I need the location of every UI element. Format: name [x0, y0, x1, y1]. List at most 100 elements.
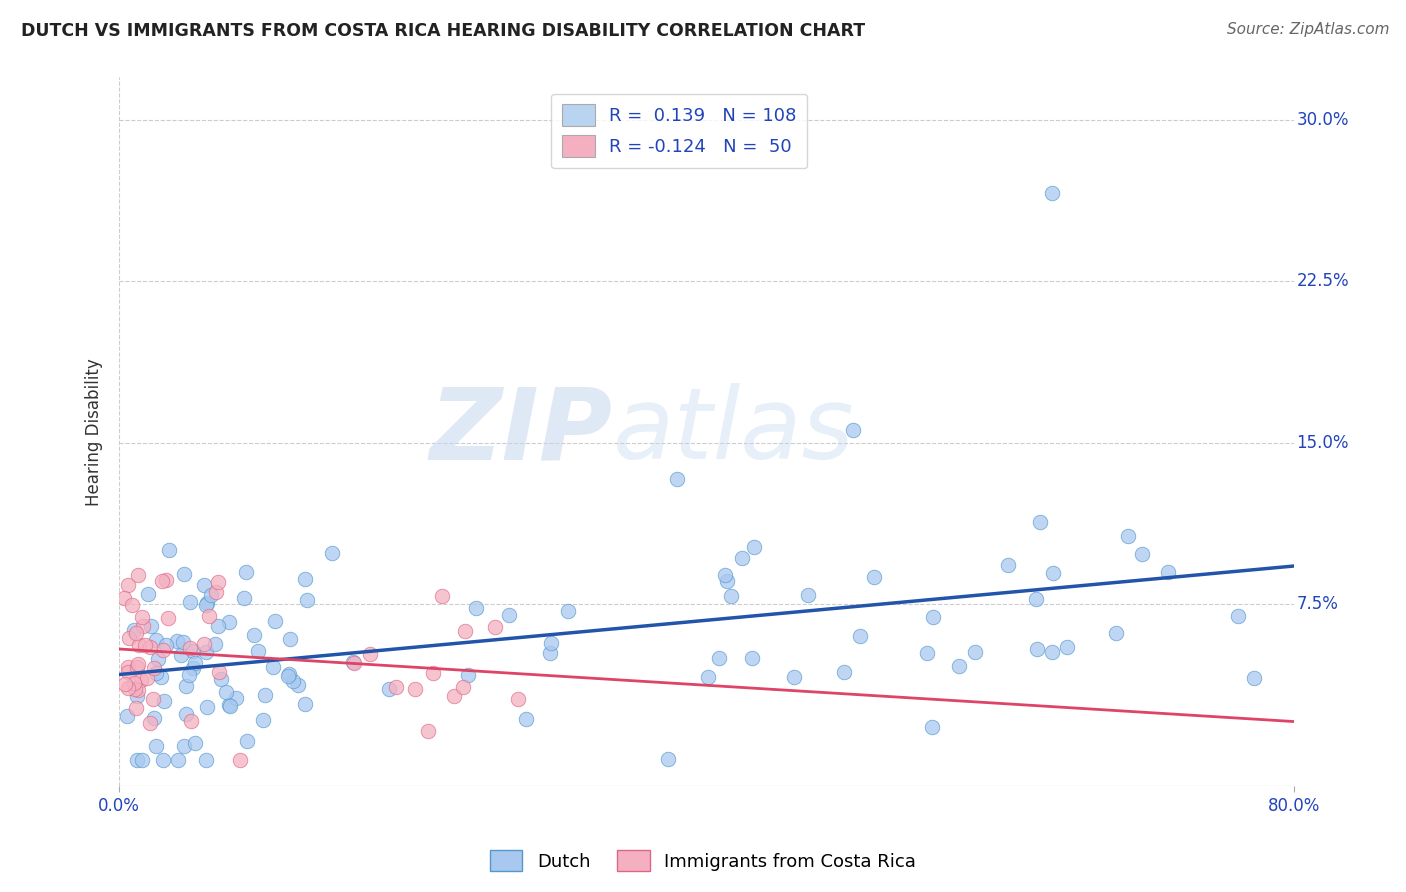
Point [157, 610, 180, 624]
Point [443, 689, 465, 703]
Point [139, 640, 162, 655]
Point [204, 636, 226, 650]
Point [915, 647, 938, 661]
Point [142, 691, 165, 706]
Point [666, 472, 689, 486]
Point [181, 661, 204, 675]
Point [863, 570, 886, 584]
Point [124, 681, 146, 696]
Point [283, 674, 305, 689]
Point [232, 591, 254, 606]
Text: 30.0%: 30.0% [1296, 112, 1348, 129]
Point [193, 578, 215, 592]
Point [218, 698, 240, 713]
Point [247, 644, 270, 658]
Point [114, 677, 136, 691]
Point [115, 709, 138, 723]
Point [921, 610, 943, 624]
Point [277, 669, 299, 683]
Point [135, 671, 157, 685]
Point [254, 688, 277, 702]
Point [321, 546, 343, 560]
Point [465, 600, 488, 615]
Point [657, 752, 679, 766]
Point [378, 681, 401, 696]
Point [1243, 671, 1265, 685]
Point [540, 635, 562, 649]
Point [1226, 608, 1249, 623]
Point [174, 707, 197, 722]
Point [1025, 642, 1047, 657]
Point [1157, 565, 1180, 579]
Text: Source: ZipAtlas.com: Source: ZipAtlas.com [1226, 22, 1389, 37]
Text: 15.0%: 15.0% [1296, 434, 1348, 451]
Point [508, 692, 530, 706]
Point [170, 648, 193, 662]
Point [153, 694, 176, 708]
Point [127, 660, 149, 674]
Point [117, 578, 139, 592]
Point [145, 739, 167, 754]
Point [236, 734, 259, 748]
Point [172, 635, 194, 649]
Point [127, 689, 149, 703]
Point [264, 614, 287, 628]
Point [136, 587, 159, 601]
Point [832, 665, 855, 679]
Point [117, 665, 139, 679]
Point [166, 633, 188, 648]
Point [174, 679, 197, 693]
Point [1105, 626, 1128, 640]
Point [697, 670, 720, 684]
Point [155, 638, 177, 652]
Point [432, 590, 454, 604]
Point [1040, 645, 1063, 659]
Point [714, 568, 737, 582]
Point [1028, 515, 1050, 529]
Y-axis label: Hearing Disability: Hearing Disability [86, 358, 103, 506]
Point [150, 574, 173, 588]
Point [205, 584, 228, 599]
Point [797, 588, 820, 602]
Point [218, 699, 240, 714]
Point [1025, 591, 1047, 606]
Point [457, 668, 479, 682]
Point [1130, 547, 1153, 561]
Point [180, 714, 202, 728]
Point [131, 619, 153, 633]
Point [131, 610, 153, 624]
Point [155, 573, 177, 587]
Point [297, 592, 319, 607]
Point [207, 619, 229, 633]
Point [1056, 640, 1078, 654]
Point [121, 598, 143, 612]
Point [129, 673, 152, 687]
Point [139, 716, 162, 731]
Point [225, 691, 247, 706]
Point [179, 641, 201, 656]
Point [716, 574, 738, 588]
Point [294, 572, 316, 586]
Point [124, 676, 146, 690]
Point [498, 607, 520, 622]
Legend: Dutch, Immigrants from Costa Rica: Dutch, Immigrants from Costa Rica [482, 843, 924, 879]
Point [209, 672, 232, 686]
Point [118, 631, 141, 645]
Point [252, 714, 274, 728]
Point [184, 736, 207, 750]
Point [145, 632, 167, 647]
Point [342, 655, 364, 669]
Point [200, 589, 222, 603]
Point [557, 604, 579, 618]
Point [294, 697, 316, 711]
Point [453, 624, 475, 638]
Point [997, 558, 1019, 572]
Point [193, 637, 215, 651]
Point [1042, 566, 1064, 581]
Point [127, 657, 149, 672]
Point [720, 589, 742, 603]
Point [112, 591, 135, 605]
Point [207, 575, 229, 590]
Point [173, 739, 195, 754]
Point [145, 665, 167, 680]
